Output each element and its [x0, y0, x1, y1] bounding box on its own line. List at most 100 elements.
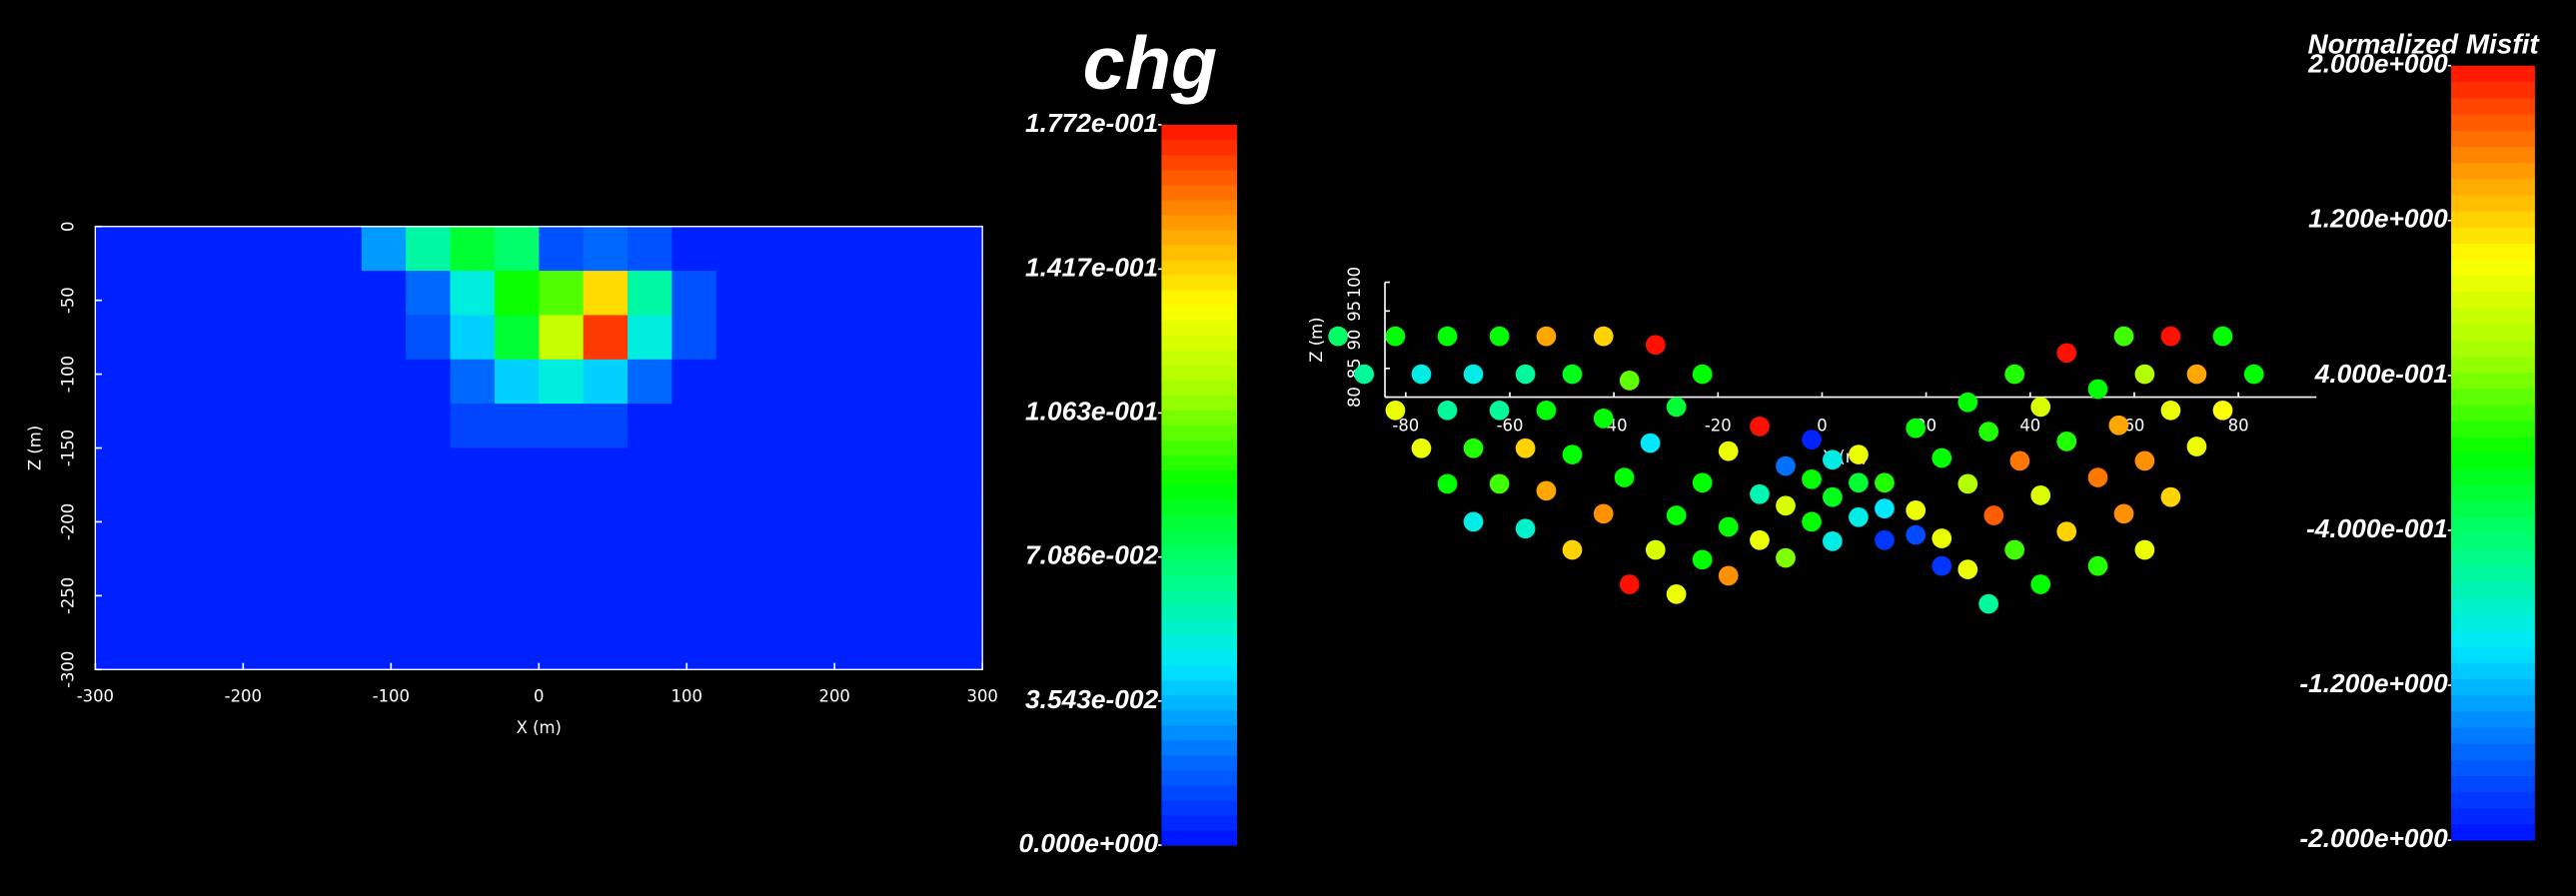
- misfit-point: [1562, 539, 1583, 560]
- misfit-point: [1718, 441, 1739, 461]
- heatmap-cell: [361, 580, 407, 626]
- heatmap-cell: [539, 491, 585, 537]
- heatmap-cell: [139, 271, 185, 316]
- misfit-point: [1411, 438, 1432, 458]
- heatmap-cell: [628, 536, 672, 582]
- colorbar-band: [2451, 275, 2535, 293]
- misfit-point: [1978, 422, 1998, 442]
- heatmap-cell: [715, 580, 761, 626]
- misfit-point: [2134, 450, 2155, 471]
- heatmap-cell: [628, 624, 672, 670]
- misfit-point: [1536, 400, 1557, 421]
- colorbar-band: [2451, 533, 2535, 550]
- heatmap-cell: [671, 491, 717, 537]
- heatmap-cell: [804, 536, 850, 582]
- heatmap-cell: [849, 404, 894, 448]
- x-tick-label: -60: [1497, 417, 1524, 436]
- heatmap-cell: [95, 491, 141, 537]
- heatmap-cell: [671, 624, 717, 670]
- x-tick-label: 300: [967, 687, 998, 706]
- colorbar-tick-label: 1.772e-001: [1025, 108, 1158, 138]
- heatmap-cell: [804, 448, 850, 493]
- misfit-point: [1666, 397, 1687, 418]
- misfit-point: [1645, 539, 1666, 560]
- heatmap-cell: [760, 624, 806, 670]
- colorbar-band: [1161, 529, 1238, 546]
- colorbar-band: [2451, 437, 2535, 453]
- heatmap-cell: [893, 226, 939, 272]
- heatmap-cell: [450, 536, 496, 582]
- heatmap-cell: [494, 359, 540, 405]
- heatmap-cell: [95, 359, 141, 405]
- heatmap-cell: [937, 491, 983, 537]
- misfit-point: [1666, 583, 1687, 604]
- heatmap-cell: [184, 271, 230, 316]
- heatmap-cell: [95, 315, 141, 361]
- colorbar-band: [2451, 468, 2535, 486]
- heatmap-cell: [893, 404, 939, 448]
- misfit-point: [1562, 364, 1583, 385]
- heatmap-cell: [361, 404, 407, 448]
- misfit-point: [2030, 574, 2051, 594]
- misfit-point: [1823, 486, 1843, 507]
- misfit-point: [1619, 371, 1640, 391]
- colorbar-band: [1161, 440, 1238, 455]
- heatmap-cell: [406, 580, 451, 626]
- heatmap-cell: [361, 226, 407, 272]
- misfit-point: [1437, 326, 1458, 347]
- heatmap-cell: [628, 580, 672, 626]
- heatmap-cell: [95, 226, 141, 272]
- misfit-point: [1515, 438, 1536, 458]
- misfit-point: [1849, 445, 1869, 464]
- misfit-point: [1906, 524, 1927, 545]
- heatmap-cell: [671, 448, 717, 493]
- heatmap-cell: [628, 404, 672, 448]
- colorbar-band: [1161, 769, 1238, 786]
- colorbar-band: [1161, 305, 1238, 321]
- misfit-point: [1849, 472, 1869, 493]
- colorbar-band: [1161, 290, 1238, 306]
- heatmap-cell: [95, 580, 141, 626]
- misfit-point: [1385, 326, 1406, 347]
- heatmap-cell: [317, 448, 363, 493]
- heatmap-cell: [628, 271, 672, 316]
- misfit-point: [1645, 335, 1666, 356]
- heatmap-cell: [406, 624, 451, 670]
- heatmap-cell: [184, 491, 230, 537]
- colorbar-band: [2451, 146, 2535, 164]
- heatmap-cell: [317, 404, 363, 448]
- misfit-point: [1515, 364, 1536, 385]
- heatmap-cell: [937, 580, 983, 626]
- heatmap-cell: [893, 448, 939, 493]
- misfit-point: [1437, 400, 1458, 421]
- colorbar-band: [1161, 275, 1238, 291]
- misfit-point: [1619, 574, 1640, 594]
- heatmap-cell: [760, 271, 806, 316]
- heatmap-cell: [583, 404, 629, 448]
- colorbar-band: [1161, 380, 1238, 396]
- misfit-point: [1957, 559, 1978, 579]
- heatmap-cell: [272, 536, 318, 582]
- colorbar-band: [1161, 679, 1238, 696]
- heatmap-cell: [406, 359, 451, 405]
- heatmap-cell: [715, 359, 761, 405]
- heatmap-cell: [937, 359, 983, 405]
- heatmap-cell: [450, 404, 496, 448]
- misfit-point: [2056, 343, 2077, 364]
- heatmap-cell: [450, 491, 496, 537]
- colorbar-band: [1161, 649, 1238, 666]
- heatmap-cell: [539, 271, 585, 316]
- heatmap-cell: [228, 624, 274, 670]
- heatmap-cell: [760, 359, 806, 405]
- colorbar-band: [1161, 589, 1238, 606]
- colorbar-band: [1161, 544, 1238, 561]
- colorbar-band: [1161, 454, 1238, 470]
- colorbar-band: [1161, 260, 1238, 276]
- heatmap-cell: [671, 315, 717, 361]
- misfit-point: [1750, 417, 1770, 437]
- misfit-point: [1875, 498, 1895, 518]
- misfit-point: [2087, 467, 2108, 487]
- x-tick-label: -100: [373, 687, 410, 706]
- colorbar-tick-label: 0.000e+000: [1018, 828, 1158, 858]
